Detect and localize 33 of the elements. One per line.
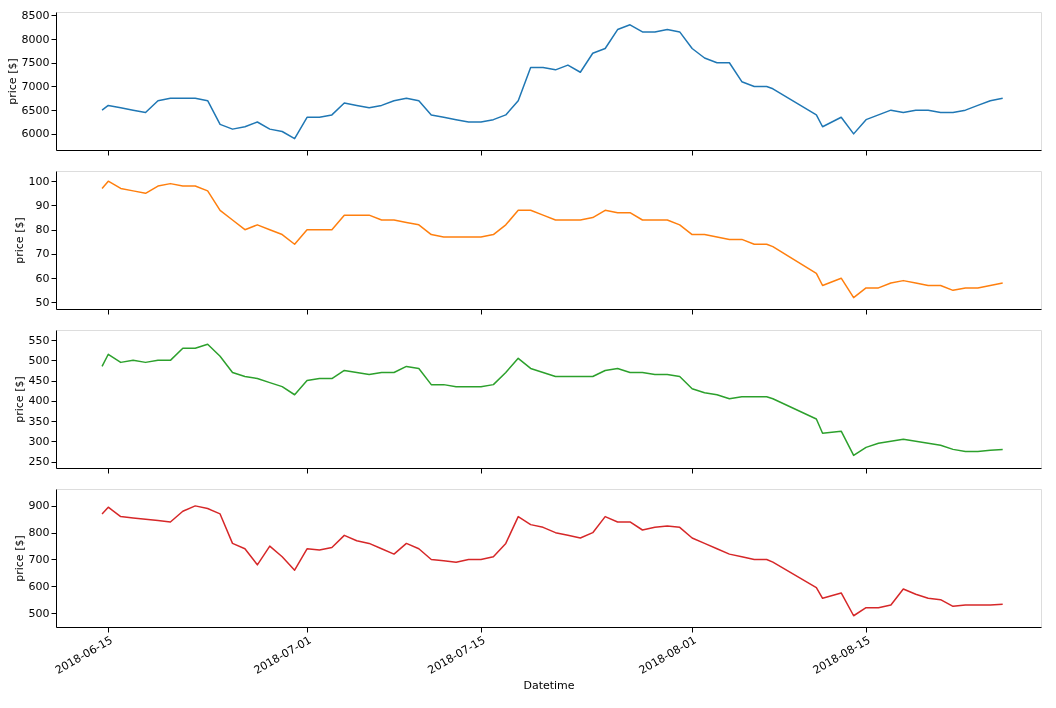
y-tick-label: 80 [35,223,50,237]
y-axis-title: price [$] [12,376,26,423]
x-axis-title: Datetime [523,678,575,692]
y-axis-title: price [$] [5,58,19,105]
y-tick-label: 7000 [21,79,50,93]
y-tick-label: 7500 [21,56,50,70]
y-axis-title: price [$] [12,535,26,582]
y-tick-label: 400 [28,394,50,408]
y-tick-label: 60 [35,271,50,285]
y-tick-label: 8500 [21,8,50,22]
y-axis-title: price [$] [12,217,26,264]
y-tick-label: 8000 [21,32,50,46]
y-tick-label: 50 [35,295,50,309]
y-tick-label: 70 [35,247,50,261]
line-series [101,505,1004,617]
y-tick-label: 250 [28,455,50,469]
y-tick-label: 500 [28,353,50,367]
line-series [101,180,1004,299]
line-series [101,24,1004,140]
y-tick-label: 800 [28,526,50,540]
y-tick-label: 450 [28,374,50,388]
y-tick-label: 90 [35,198,50,212]
y-tick-label: 500 [28,606,50,620]
y-tick-label: 100 [28,174,50,188]
y-tick-label: 900 [28,499,50,513]
y-tick-label: 700 [28,552,50,566]
line-series [101,343,1004,457]
y-tick-label: 550 [28,333,50,347]
y-tick-label: 6000 [21,127,50,141]
y-tick-label: 6500 [21,103,50,117]
y-tick-label: 600 [28,579,50,593]
y-tick-label: 350 [28,414,50,428]
y-tick-label: 300 [28,434,50,448]
